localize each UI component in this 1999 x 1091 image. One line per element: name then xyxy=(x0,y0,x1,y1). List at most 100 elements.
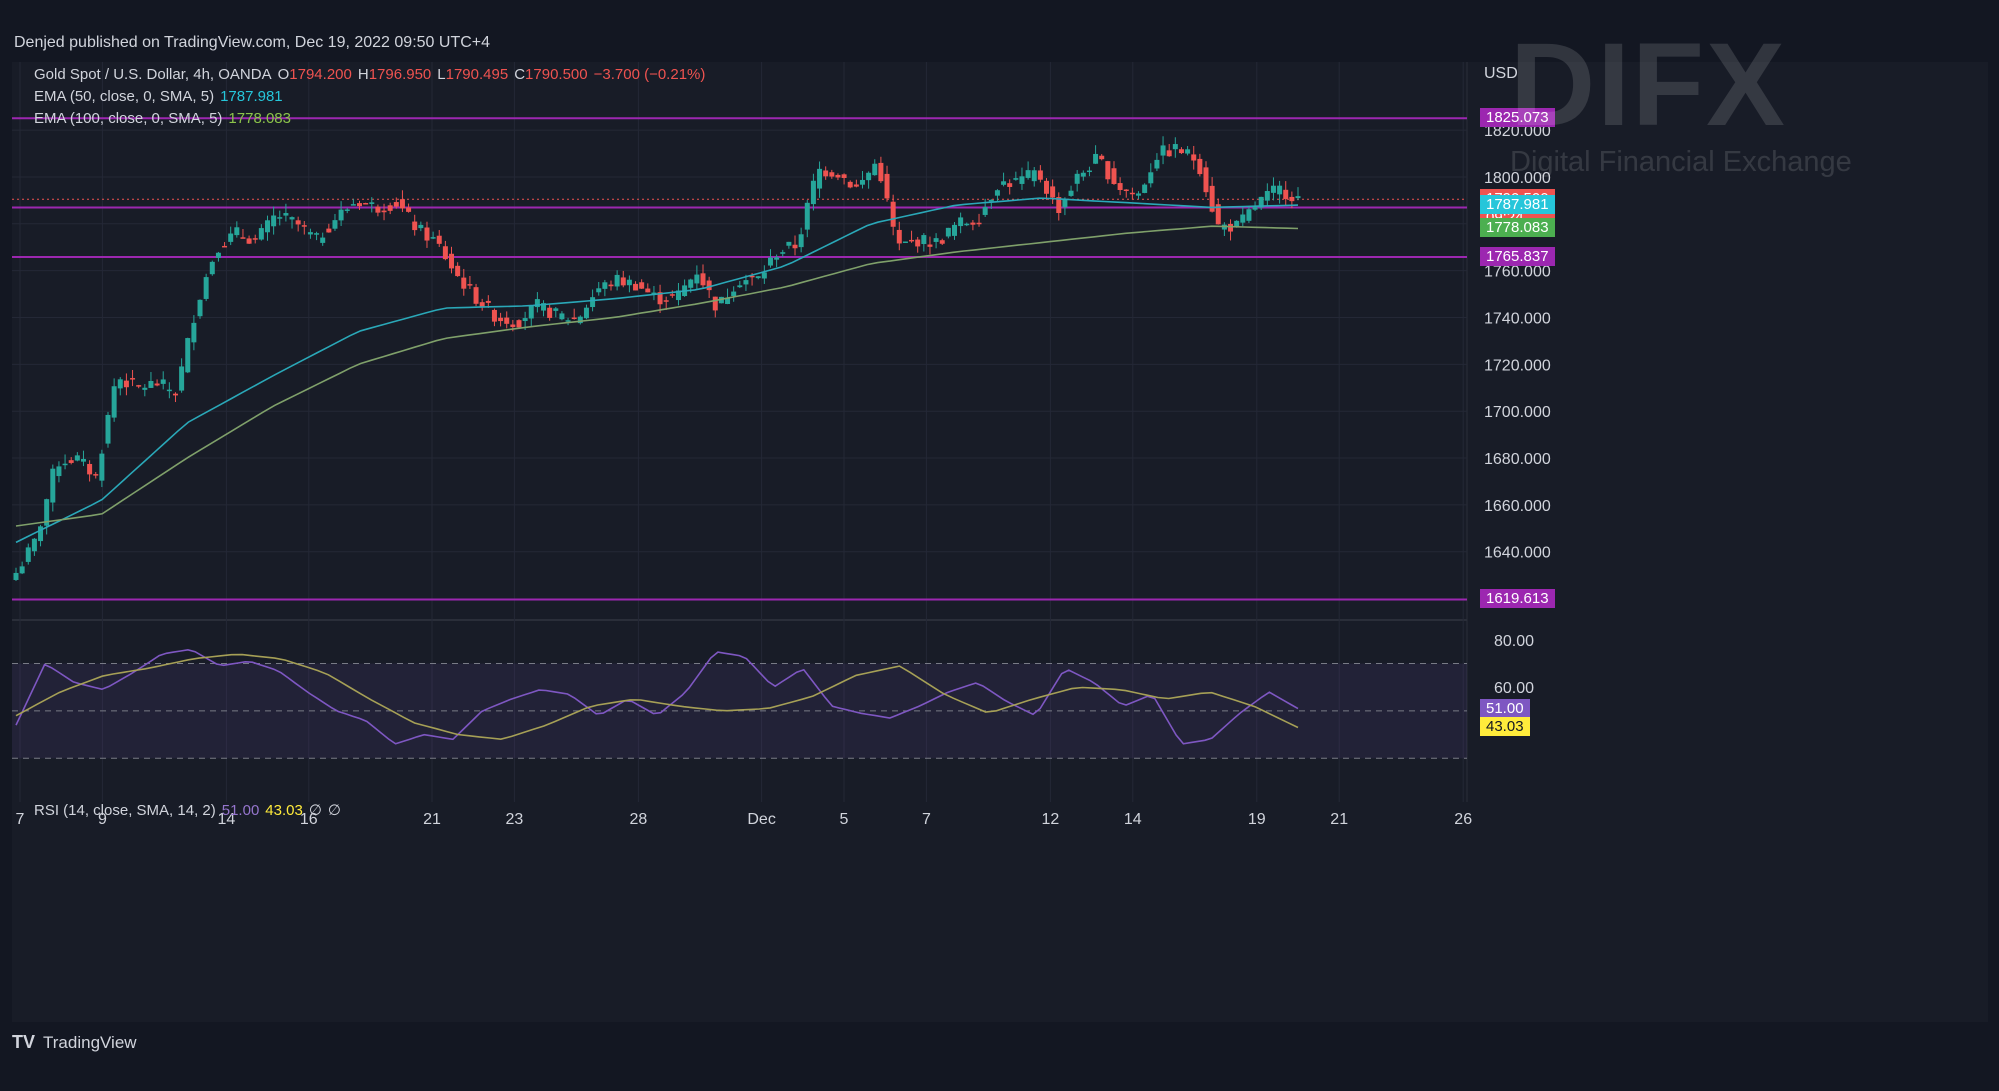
candle-body xyxy=(1234,220,1240,227)
candle-body xyxy=(130,378,136,380)
candle-body xyxy=(1044,180,1050,194)
candle-body xyxy=(479,302,485,308)
ema100-line xyxy=(15,225,1299,527)
candle-body xyxy=(810,180,816,205)
candle-body xyxy=(761,272,767,279)
candle-body xyxy=(62,463,68,466)
candle-body xyxy=(473,287,479,304)
price-tick-label: 1680.000 xyxy=(1484,451,1551,468)
candle-body xyxy=(743,280,749,285)
candle-body xyxy=(1062,198,1068,208)
candle-body xyxy=(467,284,473,286)
ema100-value: 1778.083 xyxy=(228,110,291,127)
candle-body xyxy=(1136,193,1142,196)
footer: TV TradingView xyxy=(12,1032,137,1053)
candle-body xyxy=(1264,191,1270,201)
level-price-tag: 1619.613 xyxy=(1480,589,1555,609)
candle-body xyxy=(406,207,412,212)
candle-body xyxy=(780,252,786,254)
candle-body xyxy=(375,206,381,213)
candle-body xyxy=(872,163,878,176)
candle-body xyxy=(38,526,44,542)
candle-body xyxy=(399,199,405,209)
legend-ema50-row[interactable]: EMA (50, close, 0, SMA, 5) 1787.981 xyxy=(34,88,289,105)
candle-body xyxy=(491,309,497,322)
rsi-tick-label: 60.00 xyxy=(1494,680,1534,697)
candle-body xyxy=(136,385,142,387)
price-tick-label: 1640.000 xyxy=(1484,545,1551,562)
candle-body xyxy=(424,227,430,241)
candle-body xyxy=(148,380,154,388)
candle-body xyxy=(1277,185,1283,195)
time-tick-label: Dec xyxy=(747,811,775,828)
candle-body xyxy=(369,202,375,204)
candle-body xyxy=(675,290,681,301)
candle-body xyxy=(853,184,859,187)
candle-body xyxy=(50,468,56,503)
candle-body xyxy=(1240,214,1246,223)
legend-ema100-row[interactable]: EMA (100, close, 0, SMA, 5) 1778.083 xyxy=(34,110,297,127)
candle-body xyxy=(571,317,577,320)
legend-open: 1794.200 xyxy=(289,66,352,83)
candle-body xyxy=(56,466,62,477)
candle-body xyxy=(160,379,166,384)
currency-label: USD xyxy=(1484,65,1518,82)
candle-body xyxy=(179,366,185,391)
candle-body xyxy=(657,292,663,305)
candle-body xyxy=(651,292,657,295)
price-chart-svg[interactable]: 1820.0001800.0001780.0001760.0001740.000… xyxy=(12,62,1988,1022)
candle-body xyxy=(829,172,835,177)
candle-body xyxy=(1129,192,1135,195)
candle-body xyxy=(209,261,215,275)
candle-body xyxy=(1295,196,1301,199)
candle-body xyxy=(1068,190,1074,196)
candle-body xyxy=(461,277,467,289)
candle-body xyxy=(455,265,461,277)
candle-body xyxy=(1074,173,1080,184)
candle-body xyxy=(430,237,436,239)
footer-brand[interactable]: TradingView xyxy=(43,1032,137,1052)
candle-body xyxy=(626,279,632,286)
candle-body xyxy=(725,297,731,304)
candle-body xyxy=(1142,184,1148,193)
candle-body xyxy=(1283,189,1289,200)
candle-body xyxy=(951,224,957,236)
candle-body xyxy=(1258,196,1264,208)
difx-watermark: DIFX Digital Financial Exchange xyxy=(1510,19,1852,179)
time-tick-label: 21 xyxy=(423,811,441,828)
candle-body xyxy=(418,224,424,229)
candle-body xyxy=(393,202,399,207)
candle-body xyxy=(301,225,307,227)
candle-body xyxy=(528,305,534,319)
candle-body xyxy=(994,190,1000,196)
chart-panel[interactable]: 1820.0001800.0001780.0001760.0001740.000… xyxy=(12,62,1988,1022)
candle-body xyxy=(902,241,908,244)
candle-body xyxy=(878,162,884,182)
published-caption: Denjed published on TradingView.com, Dec… xyxy=(14,34,491,51)
candle-body xyxy=(859,179,865,185)
time-tick-label: 26 xyxy=(1454,811,1472,828)
legend-rsi-row[interactable]: RSI (14, close, SMA, 14, 2) 51.00 43.03 ∅ ∅ xyxy=(34,801,347,819)
candle-body xyxy=(74,455,80,461)
time-tick-label: 19 xyxy=(1248,811,1266,828)
candle-body xyxy=(191,322,197,343)
candle-body xyxy=(1197,158,1203,175)
candle-body xyxy=(154,383,160,386)
candle-body xyxy=(774,257,780,260)
candle-body xyxy=(357,203,363,207)
candle-body xyxy=(890,201,896,227)
candle-body xyxy=(105,414,111,444)
rsi-na-2: ∅ xyxy=(327,802,341,819)
candle-body xyxy=(1007,183,1013,187)
tradingview-logo-icon: TV xyxy=(12,1032,36,1052)
watermark-brand: DIFX xyxy=(1510,19,1787,151)
candle-body xyxy=(553,308,559,311)
candle-body xyxy=(436,235,442,244)
time-tick-label: 14 xyxy=(1124,811,1142,828)
candle-body xyxy=(541,303,547,311)
candle-body xyxy=(866,172,872,181)
candle-body xyxy=(1172,144,1178,150)
rsi-label: RSI (14, close, SMA, 14, 2) xyxy=(34,802,216,819)
candle-body xyxy=(283,213,289,216)
watermark-tagline: Digital Financial Exchange xyxy=(1510,146,1852,178)
